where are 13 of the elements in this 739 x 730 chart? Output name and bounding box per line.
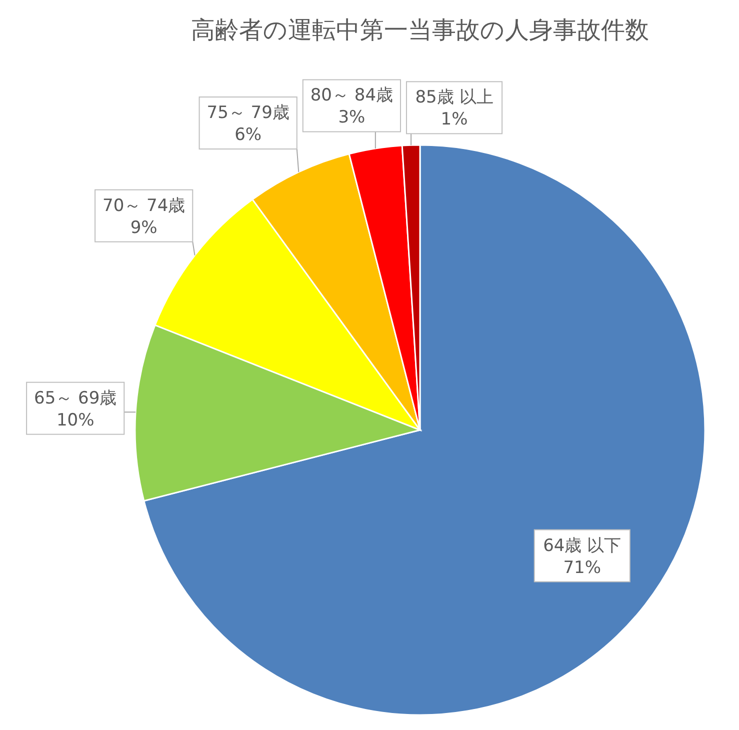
slice-label: 75～ 79歳 bbox=[206, 102, 290, 123]
data-label: 10% bbox=[56, 410, 94, 430]
data-label: 71% bbox=[563, 558, 602, 578]
data-label: 9% bbox=[130, 218, 158, 238]
slice-label: 80～ 84歳 bbox=[310, 86, 394, 106]
data-label: 3% bbox=[338, 108, 366, 128]
slice-label: 65～ 69歳 bbox=[34, 388, 117, 408]
data-label: 6% bbox=[234, 124, 262, 145]
data-label: 1% bbox=[440, 110, 468, 130]
slice-label: 85歳 以上 bbox=[415, 88, 494, 108]
slice-label: 64歳 以下 bbox=[543, 536, 622, 556]
chart-title: 高齢者の運転中第一当事故の人身事故件数 bbox=[191, 16, 649, 44]
slice-label: 70～ 74歳 bbox=[102, 196, 186, 216]
